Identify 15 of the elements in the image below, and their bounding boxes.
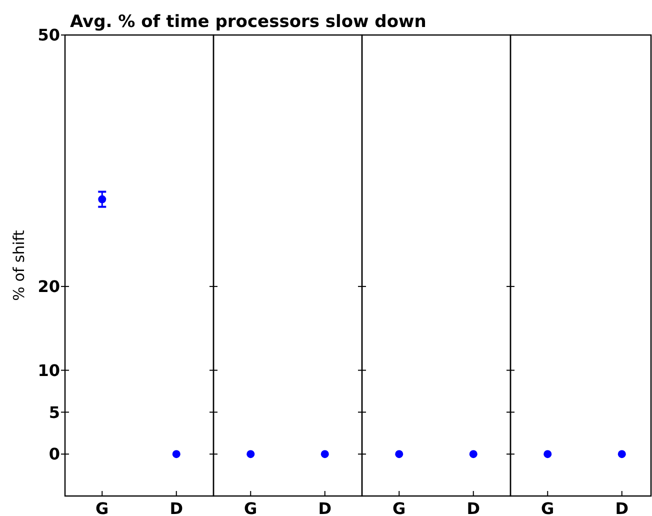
x-tick-label: D <box>615 499 629 516</box>
y-tick-label: 0 <box>48 444 60 464</box>
y-tick-label: 5 <box>48 402 60 422</box>
x-tick-label: G <box>96 499 109 516</box>
y-axis-title: % of shift <box>10 230 28 301</box>
x-tick-label: D <box>466 499 480 516</box>
x-tick-label: D <box>170 499 184 516</box>
x-tick-label: D <box>318 499 332 516</box>
x-tick-label: G <box>244 499 258 516</box>
text: Avg. % of time processors slow down <box>70 12 426 32</box>
x-tick-label: G <box>541 499 554 516</box>
y-tick-label: 50 <box>38 26 60 45</box>
x-tick-label: G <box>392 499 406 516</box>
y-tick-label: 10 <box>38 360 60 380</box>
y-tick-label: 20 <box>38 277 60 296</box>
